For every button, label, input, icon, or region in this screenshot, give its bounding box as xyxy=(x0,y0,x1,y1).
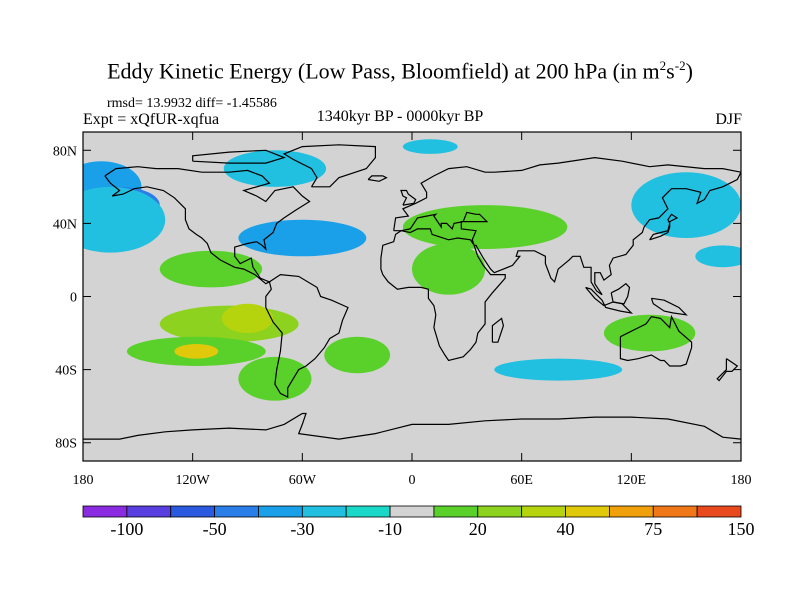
contour-region xyxy=(238,219,367,257)
x-axis: 180 120W 60W 0 60E 120E 180 xyxy=(73,132,752,488)
contour-region xyxy=(238,356,312,401)
colorbar-swatch xyxy=(345,505,391,518)
colorbar-swatch xyxy=(82,505,128,518)
coastline-africa xyxy=(380,228,506,362)
coastline-japan xyxy=(649,213,679,241)
x-tick-label: 0 xyxy=(409,473,416,488)
coastline-new-guinea xyxy=(650,297,688,316)
colorbar-label: -30 xyxy=(290,519,314,539)
contour-region xyxy=(695,245,741,268)
colorbar-swatch xyxy=(126,505,172,518)
x-tick-label: 120W xyxy=(176,473,211,488)
expt-text: Expt = xQfUR-xqfua xyxy=(83,111,220,128)
contour-region xyxy=(631,172,741,239)
contour-region xyxy=(402,205,568,249)
contour-region xyxy=(402,139,458,154)
colorbar-swatch xyxy=(565,505,610,518)
coastline-madagascar xyxy=(491,317,505,343)
coastline-greenland xyxy=(282,144,376,188)
colorbar-swatch xyxy=(609,505,654,518)
coastlines xyxy=(83,144,741,440)
colorbar-swatch xyxy=(433,505,479,518)
contour-region xyxy=(412,243,486,295)
coastline-indonesia xyxy=(585,286,634,314)
colorbar-swatch xyxy=(477,505,523,518)
season-text: DJF xyxy=(715,111,742,128)
colorbar-swatch xyxy=(170,505,216,518)
y-tick-label: 80N xyxy=(53,144,77,159)
coastline-arctic-isles xyxy=(192,149,286,164)
y-axis: 80N 40N 0 40S 80S xyxy=(53,144,741,452)
colorbar-swatch xyxy=(214,505,259,518)
coastline-eurasia xyxy=(393,156,741,296)
contour-region xyxy=(223,150,327,187)
coastline-north-america xyxy=(104,166,311,285)
colorbar-label: 40 xyxy=(557,519,575,539)
colorbar-label: 75 xyxy=(644,519,662,539)
coastline-australia xyxy=(619,314,693,367)
colorbar-label: 150 xyxy=(728,519,755,539)
period-text: 1340kyr BP - 0000kyr BP xyxy=(316,108,484,125)
colorbar: -100 -50 -30 -10 20 40 75 150 xyxy=(82,505,755,539)
y-tick-label: 80S xyxy=(55,437,77,452)
coastline-uk xyxy=(400,189,417,206)
colorbar-swatch xyxy=(301,505,347,518)
colorbar-label: -10 xyxy=(378,519,402,539)
contour-region xyxy=(603,314,696,352)
colorbar-swatch xyxy=(521,505,566,518)
colorbar-label: -100 xyxy=(110,519,143,539)
y-tick-label: 0 xyxy=(70,291,77,306)
coastline-new-zealand xyxy=(716,358,739,382)
colorbar-swatch xyxy=(258,505,303,518)
x-tick-label: 180 xyxy=(73,473,94,488)
contour-region xyxy=(324,336,391,374)
contour-region xyxy=(494,358,623,381)
y-tick-label: 40N xyxy=(53,217,77,232)
contour-region xyxy=(174,344,219,359)
coastline-iceland xyxy=(367,175,388,182)
plot-title: Eddy Kinetic Energy (Low Pass, Bloomfiel… xyxy=(107,58,693,84)
contour-region xyxy=(221,303,274,334)
y-tick-label: 40S xyxy=(55,364,77,379)
contour-region xyxy=(83,186,166,253)
map-background xyxy=(83,132,741,461)
x-tick-label: 120E xyxy=(617,473,647,488)
colorbar-swatch xyxy=(652,505,698,518)
rmsd-text: rmsd= 13.9932 diff= -1.45586 xyxy=(107,96,277,111)
x-tick-label: 180 xyxy=(731,473,752,488)
colorbar-swatch xyxy=(696,505,742,518)
coastline-antarctica xyxy=(83,412,741,440)
colorbar-label: -50 xyxy=(203,519,227,539)
coastline-south-america xyxy=(265,273,349,398)
x-tick-label: 60W xyxy=(289,473,317,488)
colorbar-swatch xyxy=(389,505,435,518)
colorbar-label: 20 xyxy=(469,519,487,539)
coastline-borneo xyxy=(610,282,631,305)
contour-region xyxy=(159,250,263,288)
x-tick-label: 60E xyxy=(510,473,533,488)
